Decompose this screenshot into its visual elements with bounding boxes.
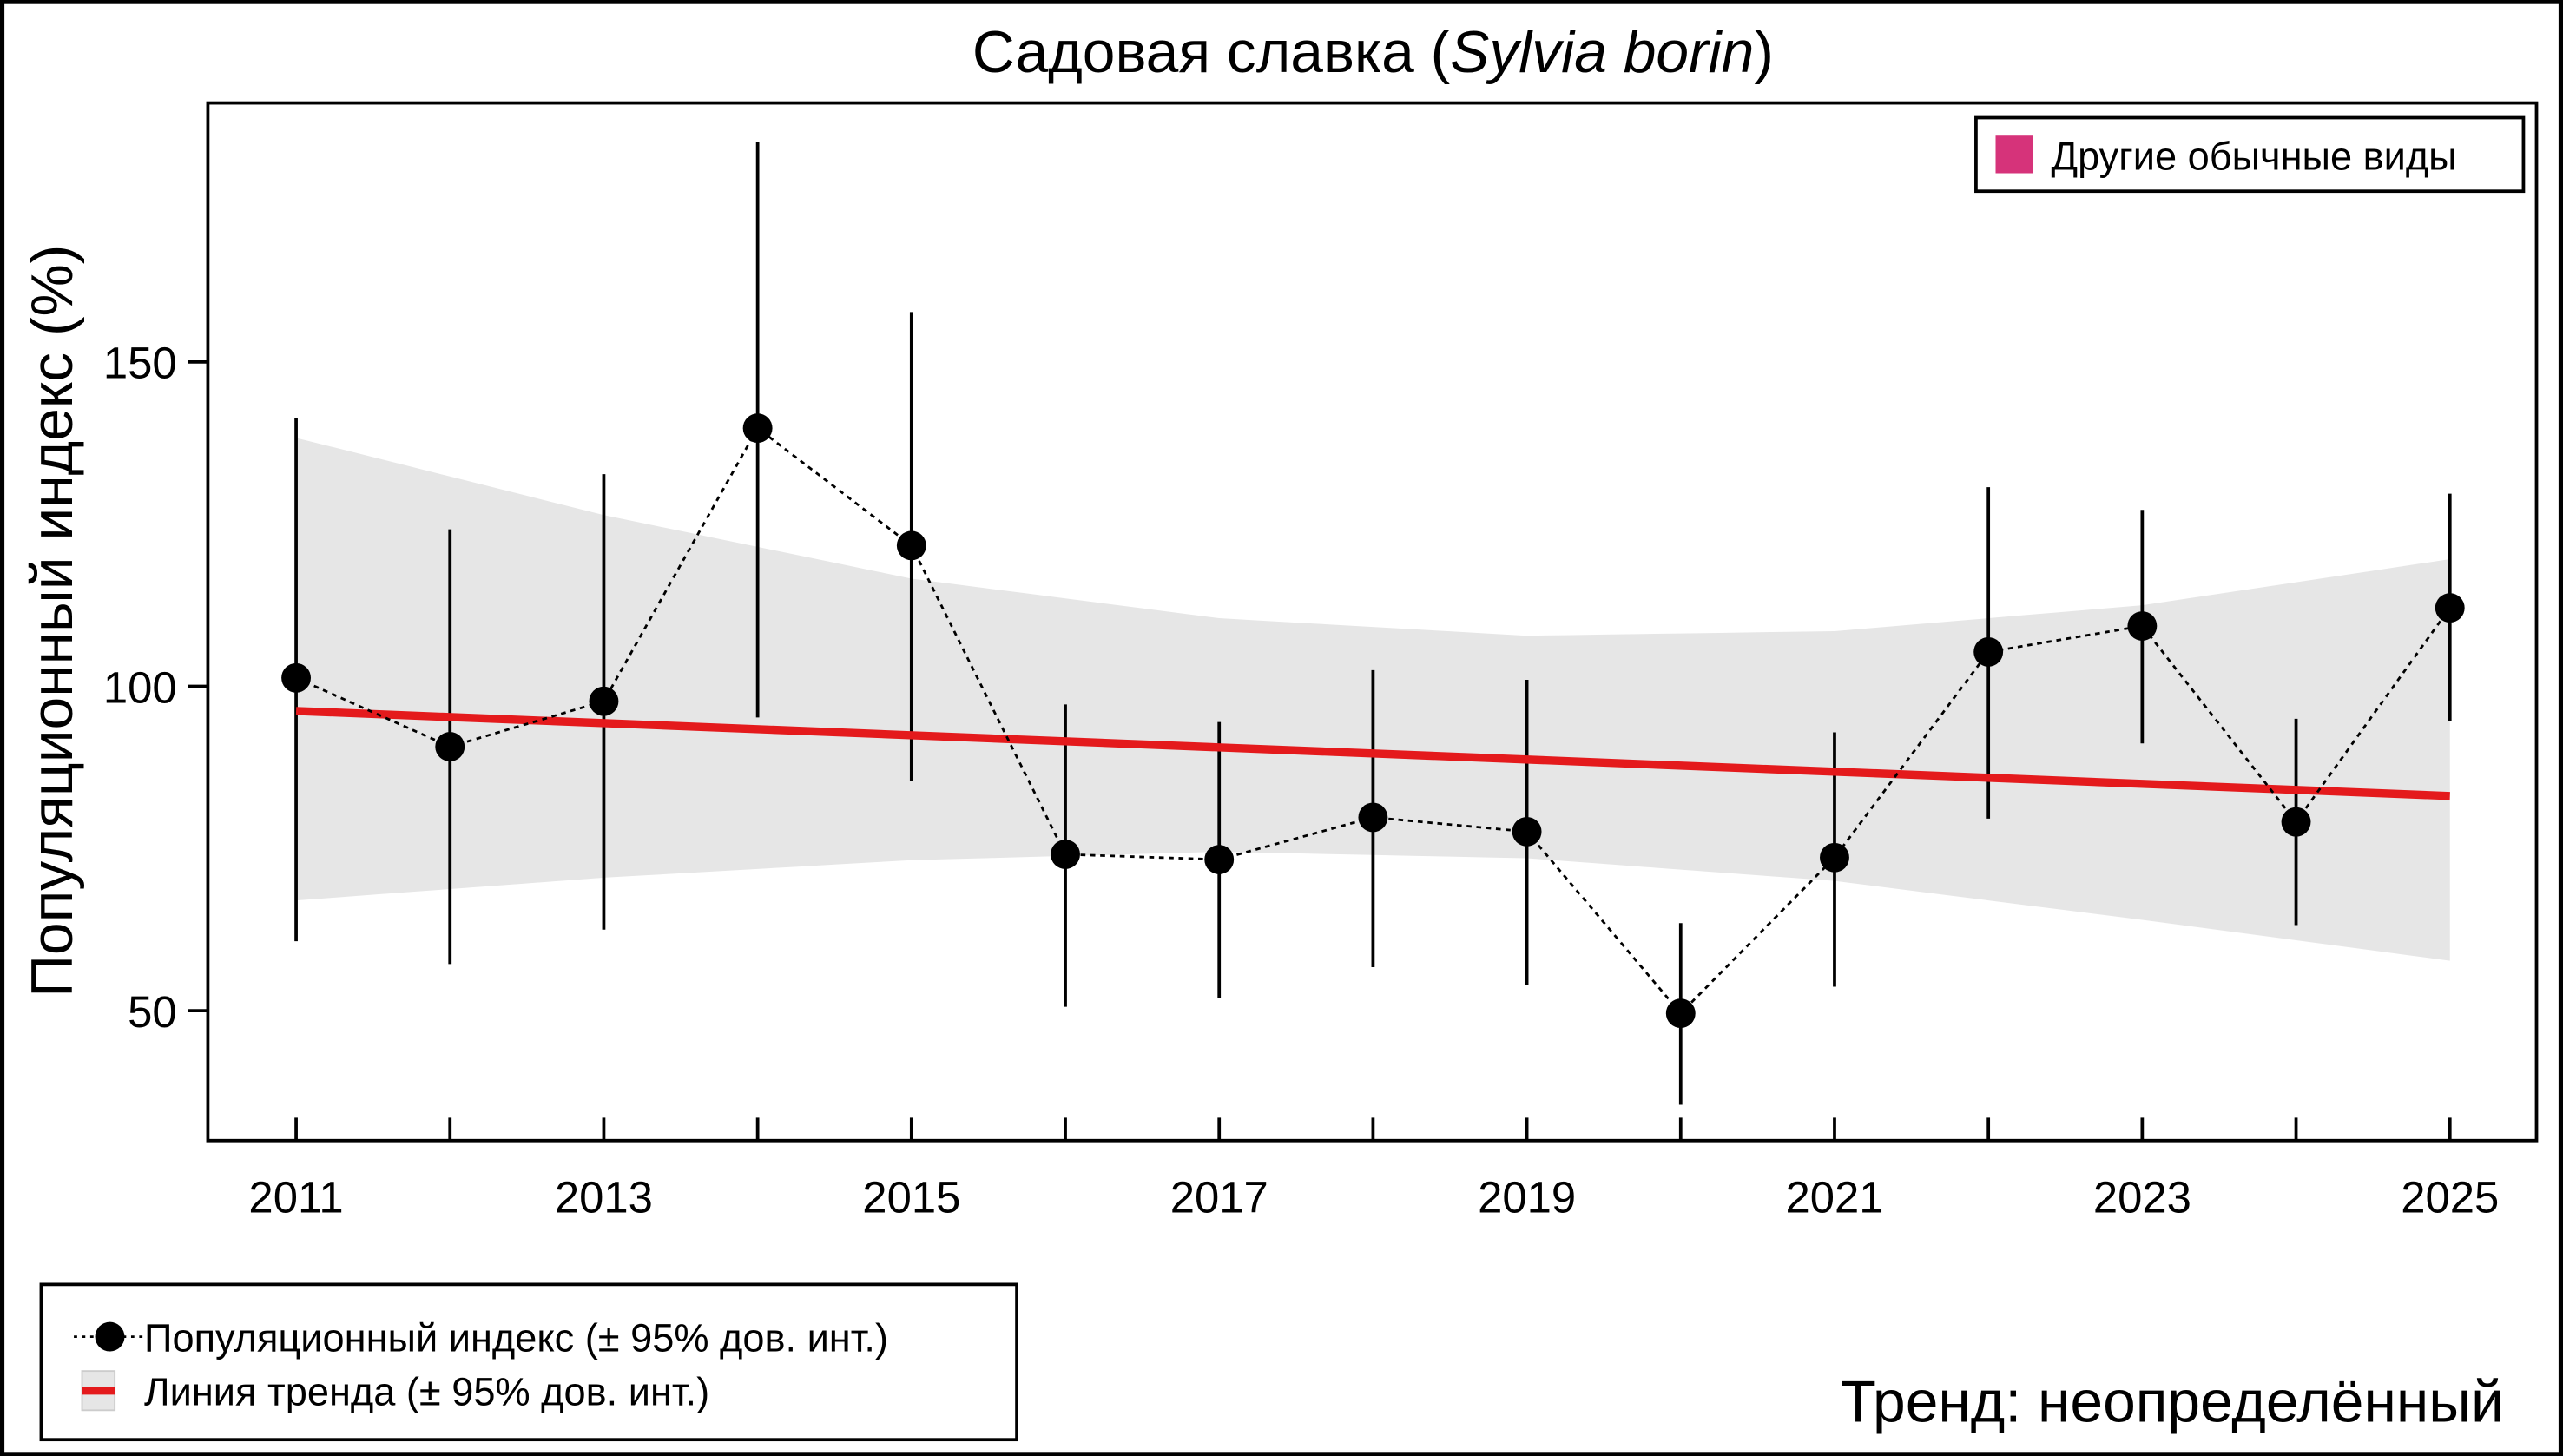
y-tick-label: 150 bbox=[103, 339, 177, 388]
x-tick-label: 2015 bbox=[862, 1173, 960, 1222]
trend-line bbox=[295, 707, 2450, 800]
x-tick-label: 2025 bbox=[2401, 1173, 2499, 1222]
legend-label-index: Популяционный индекс (± 95% дов. инт.) bbox=[144, 1316, 888, 1360]
legend-point-icon bbox=[95, 1321, 125, 1352]
x-axis: 2011 2013 2015 2017 2019 2021 2023 2025 bbox=[248, 1117, 2499, 1222]
data-point-2017 bbox=[1204, 845, 1235, 874]
data-point-2011 bbox=[281, 662, 311, 693]
data-point-2023 bbox=[2127, 611, 2158, 641]
x-tick-label: 2019 bbox=[1478, 1173, 1576, 1222]
data-point-2012 bbox=[435, 732, 465, 761]
x-tick-label: 2011 bbox=[248, 1173, 343, 1222]
index-points bbox=[281, 413, 2465, 1029]
y-axis: 50 100 150 bbox=[103, 339, 208, 1037]
legend-bottom: Популяционный индекс (± 95% дов. инт.) Л… bbox=[39, 1282, 1018, 1442]
data-point-2015 bbox=[896, 530, 926, 561]
data-point-2013 bbox=[589, 686, 619, 716]
trend-line-segment bbox=[295, 707, 2450, 800]
y-tick-label: 50 bbox=[128, 987, 177, 1037]
data-point-2018 bbox=[1358, 802, 1388, 833]
y-tick-label: 100 bbox=[103, 662, 177, 712]
y-axis-label: Популяционный индекс (%) bbox=[20, 245, 85, 998]
x-tick-label: 2023 bbox=[2093, 1173, 2191, 1222]
legend-swatch-other-species bbox=[1995, 135, 2033, 174]
legend-label-trend: Линия тренда (± 95% дов. инт.) bbox=[144, 1370, 709, 1414]
x-tick-label: 2021 bbox=[1785, 1173, 1883, 1222]
x-tick-label: 2013 bbox=[555, 1173, 653, 1222]
data-point-2025 bbox=[2435, 593, 2465, 623]
data-point-2019 bbox=[1512, 816, 1542, 847]
legend-top: Другие обычные виды bbox=[1974, 115, 2526, 194]
chart-title: Садовая славка (Sylvia borin) bbox=[972, 20, 1774, 85]
data-point-2016 bbox=[1051, 840, 1080, 869]
data-point-2020 bbox=[1665, 998, 1696, 1029]
trend-annotation: Тренд: неопределённый bbox=[1840, 1369, 2503, 1434]
legend-label-other-species: Другие обычные виды bbox=[2051, 135, 2456, 179]
data-point-2022 bbox=[1973, 636, 2004, 667]
data-point-2024 bbox=[2281, 807, 2311, 837]
data-point-2021 bbox=[1820, 842, 1849, 873]
data-point-2014 bbox=[742, 413, 773, 444]
x-tick-label: 2017 bbox=[1170, 1173, 1268, 1222]
